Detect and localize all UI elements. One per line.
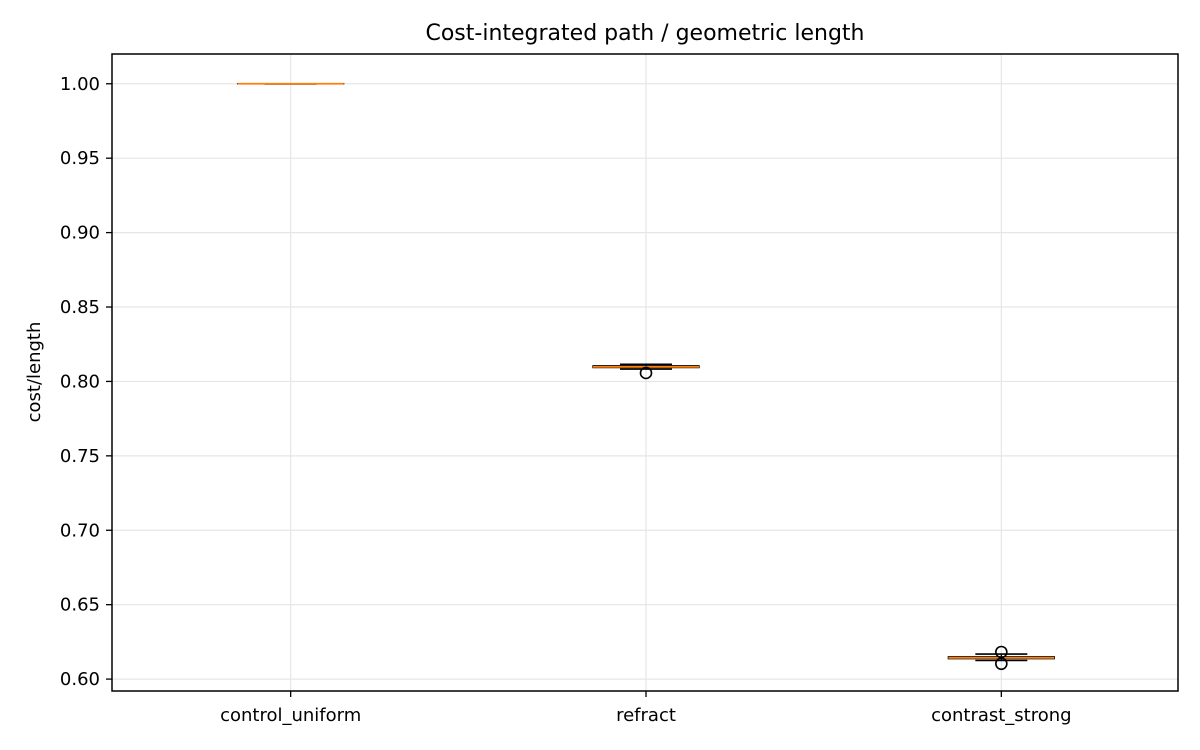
y-tick-label: 1.00	[60, 74, 100, 95]
x-tick-label: refract	[616, 705, 676, 726]
y-axis-ticks: 0.60 0.65 0.70 0.75 0.80 0.85 0.90 0.95 1.00	[60, 74, 112, 690]
x-axis-ticks: control_uniform refract contrast_strong	[220, 691, 1072, 726]
y-tick-label: 0.85	[60, 297, 100, 318]
box-series	[237, 82, 1055, 671]
y-tick-label: 0.90	[60, 223, 100, 244]
outlier-point	[639, 366, 653, 380]
y-tick-label: 0.95	[60, 148, 100, 169]
outlier-point	[995, 645, 1008, 659]
grid-lines	[112, 54, 1178, 691]
x-tick-label: contrast_strong	[931, 705, 1072, 726]
plot-area-frame	[111, 53, 1179, 692]
box-refract	[592, 363, 700, 380]
y-tick-label: 0.75	[60, 446, 100, 467]
chart-title: Cost-integrated path / geometric length	[425, 21, 864, 46]
y-tick-label: 0.80	[60, 371, 100, 392]
y-tick-label: 0.70	[60, 520, 100, 541]
y-tick-label: 0.60	[60, 669, 100, 690]
y-tick-label: 0.65	[60, 595, 100, 616]
box-contrast_strong	[947, 645, 1055, 671]
x-tick-label: control_uniform	[220, 705, 361, 726]
y-axis-label: cost/length	[24, 322, 45, 423]
